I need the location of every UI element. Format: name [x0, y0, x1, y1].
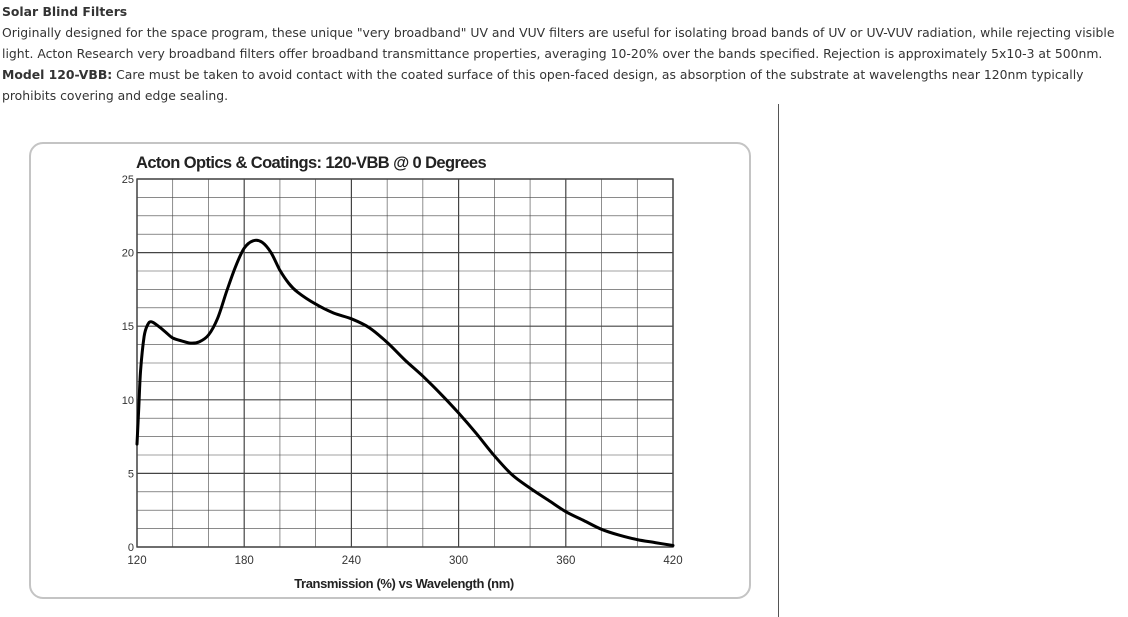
x-tick-label: 300 [449, 555, 468, 567]
x-tick-label: 420 [663, 555, 682, 567]
model-paragraph: Model 120-VBB: Care must be taken to avo… [2, 64, 1126, 106]
transmission-chart: 0 5 10 15 20 25 120 180 240 300 360 420 Acton Optic… [122, 154, 683, 591]
x-tick-label: 180 [235, 555, 254, 567]
y-tick-label: 15 [122, 321, 134, 333]
vertical-divider [778, 104, 779, 617]
transmission-curve [135, 238, 675, 547]
description-section: Solar Blind Filters Originally designed … [2, 1, 1126, 106]
section-heading: Solar Blind Filters [2, 4, 128, 19]
description-paragraph: Originally designed for the space progra… [2, 25, 1115, 61]
chart-frame: 0 5 10 15 20 25 120 180 240 300 360 420 Acton Optic… [29, 142, 751, 599]
chart-title: Acton Optics & Coatings: 120-VBB @ 0 Deg… [136, 154, 486, 172]
x-tick-label: 240 [342, 555, 361, 567]
x-axis-label: Transmission (%) vs Wavelength (nm) [294, 576, 514, 591]
y-tick-label: 20 [122, 248, 134, 260]
model-text: Care must be taken to avoid contact with… [2, 67, 1084, 103]
grid-lines [136, 178, 674, 548]
y-tick-label: 25 [122, 174, 134, 186]
plot-border [136, 178, 674, 548]
y-tick-label: 10 [122, 395, 134, 407]
y-tick-label: 5 [128, 468, 134, 480]
axis-ticks: 0 5 10 15 20 25 120 180 240 300 360 420 [122, 174, 683, 567]
x-tick-label: 360 [556, 555, 575, 567]
model-label: Model 120-VBB: [2, 67, 113, 82]
y-tick-label: 0 [128, 542, 134, 554]
x-tick-label: 120 [127, 555, 146, 567]
